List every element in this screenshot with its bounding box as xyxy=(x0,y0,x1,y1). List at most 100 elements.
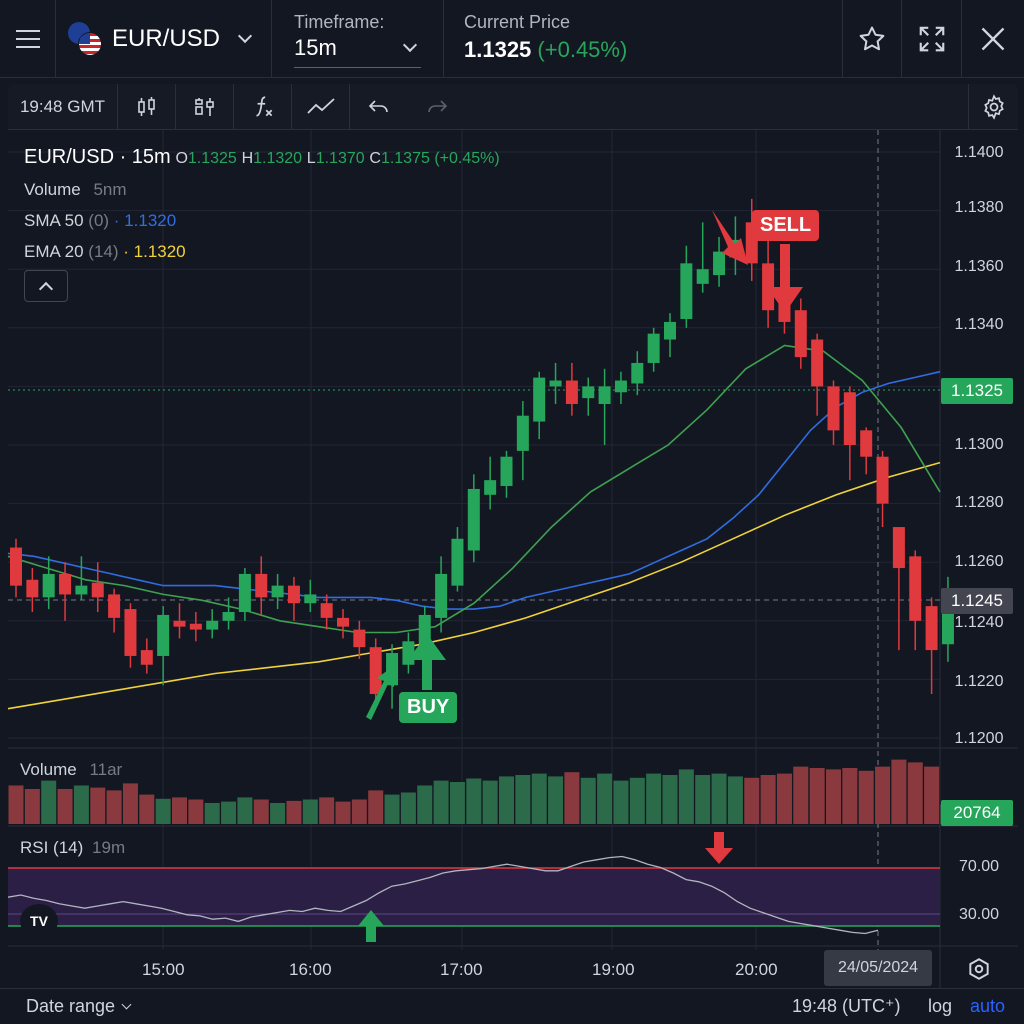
price-axis-label: 1.1260 xyxy=(954,553,1004,570)
rsi-pane-title: RSI (14) xyxy=(20,838,84,857)
time-axis-label: 20:00 xyxy=(735,960,778,979)
volume-bar xyxy=(351,799,367,824)
candle-body xyxy=(124,609,137,656)
legend-sma[interactable]: SMA 50 (0) · 1.1320 xyxy=(24,211,176,231)
legend-ema-param: (14) xyxy=(88,242,119,261)
price-axis-label: 1.1400 xyxy=(954,144,1004,161)
volume-bar xyxy=(204,803,220,824)
date-range-button[interactable]: Date range xyxy=(26,996,132,1017)
volume-bar xyxy=(613,780,629,824)
candle-body xyxy=(713,251,726,276)
auto-scale-toggle[interactable]: auto xyxy=(970,996,1006,1016)
ema-fast-line xyxy=(7,344,941,634)
line-chart-icon[interactable] xyxy=(292,83,350,130)
indicators-icon[interactable] xyxy=(234,83,292,130)
candle-body xyxy=(647,333,660,363)
volume-bar xyxy=(139,794,155,824)
candle-body xyxy=(811,339,824,387)
candle-body xyxy=(91,582,104,598)
volume-bar xyxy=(515,775,531,824)
candle-body xyxy=(827,386,840,431)
volume-bar xyxy=(384,794,400,824)
legend-ema-value: · 1.1320 xyxy=(123,242,186,261)
candle-body xyxy=(157,614,170,656)
price-axis-label: 1.1300 xyxy=(954,436,1004,453)
legend-volume[interactable]: Volume 5nm xyxy=(24,180,127,200)
volume-bar xyxy=(695,775,711,824)
legend-ema[interactable]: EMA 20 (14) · 1.1320 xyxy=(24,242,186,262)
sell-arrow-diagonal xyxy=(712,210,748,265)
candle-body xyxy=(271,585,284,598)
timeframe-label: Timeframe: xyxy=(294,12,385,32)
candle-body xyxy=(549,380,562,387)
volume-bar xyxy=(24,789,40,824)
favorite-star-icon[interactable] xyxy=(842,0,902,78)
candles-icon[interactable] xyxy=(118,83,176,130)
chevron-down-icon xyxy=(402,37,418,53)
time-axis-label: 19:00 xyxy=(592,960,635,979)
volume-bar xyxy=(400,792,416,824)
chart-toolbar: 19:48 GMT xyxy=(8,83,1018,130)
buy-arrow-diagonal xyxy=(366,665,395,720)
bar-compare-icon[interactable] xyxy=(176,83,234,130)
candle-body xyxy=(75,585,88,595)
log-scale-toggle[interactable]: log xyxy=(928,996,953,1016)
collapse-legend-button[interactable] xyxy=(24,270,68,302)
volume-bar xyxy=(760,775,776,824)
date-range-label: Date range xyxy=(26,996,116,1016)
rsi-upper-label: 70.00 xyxy=(958,858,1000,875)
candle-body xyxy=(59,573,72,595)
candle-body xyxy=(402,641,415,665)
chevron-down-icon xyxy=(121,999,132,1010)
fullscreen-icon[interactable] xyxy=(902,0,962,78)
settings-icon[interactable] xyxy=(968,83,1018,130)
volume-bar xyxy=(155,798,171,824)
volume-bar xyxy=(564,772,580,824)
legend-open-value: 1.1325 xyxy=(187,150,237,167)
symbol-selector[interactable]: EUR/USD xyxy=(56,0,272,78)
current-price-badge: 1.1325 xyxy=(941,378,1013,404)
candle-body xyxy=(892,527,905,569)
rsi-buy-arrow xyxy=(358,910,384,942)
chart-legend: EUR/USD · 15m O1.1325 H1.1320 L1.1370 C1… xyxy=(24,146,500,169)
candle-body xyxy=(435,573,448,618)
candle-body xyxy=(484,480,497,495)
rsi-pane-label: RSI (14) 19m xyxy=(20,838,125,858)
candle-body xyxy=(860,430,873,457)
volume-bar xyxy=(8,785,24,824)
undo-icon[interactable] xyxy=(350,84,408,130)
chevron-up-icon xyxy=(38,281,54,297)
candle-body xyxy=(876,456,889,504)
legend-sma-number: 1.1320 xyxy=(124,211,177,230)
menu-icon[interactable] xyxy=(0,0,56,78)
volume-bar xyxy=(417,785,433,824)
legend-volume-label: Volume xyxy=(24,180,81,199)
legend-sma-label: SMA 50 xyxy=(24,211,84,230)
timeframe-selector[interactable]: Timeframe: 15m xyxy=(272,0,444,78)
candle-body xyxy=(614,380,627,393)
volume-bar xyxy=(41,780,57,824)
redo-icon[interactable] xyxy=(408,84,466,130)
legend-close-label: C xyxy=(369,150,381,167)
rsi-pane-meta: 19m xyxy=(92,838,126,857)
volume-bar xyxy=(172,797,187,824)
volume-bar xyxy=(286,800,302,824)
price-change: (+0.45%) xyxy=(537,37,628,62)
volume-value-badge: 20764 xyxy=(941,800,1013,826)
rsi-band xyxy=(8,868,940,926)
candle-body xyxy=(140,650,153,665)
volume-bar xyxy=(809,768,825,824)
legend-sma-value: · 1.1320 xyxy=(113,211,177,230)
legend-volume-meta: 5nm xyxy=(93,180,127,199)
legend-high-value: 1.1320 xyxy=(253,150,303,167)
volume-bar xyxy=(237,797,253,824)
timezone-button[interactable]: 19:48 (UTC⁺) xyxy=(792,996,901,1016)
tradingview-logo-icon[interactable]: TV xyxy=(20,904,58,938)
price-axis-label: 1.1280 xyxy=(954,494,1004,511)
price-chart[interactable] xyxy=(0,130,1024,988)
close-icon[interactable] xyxy=(962,0,1024,78)
sma-50-line xyxy=(7,370,941,610)
timeframe-value: 15m xyxy=(294,35,337,60)
axis-settings-icon[interactable] xyxy=(966,956,992,982)
crosshair-price-badge: 1.1245 xyxy=(941,588,1013,614)
